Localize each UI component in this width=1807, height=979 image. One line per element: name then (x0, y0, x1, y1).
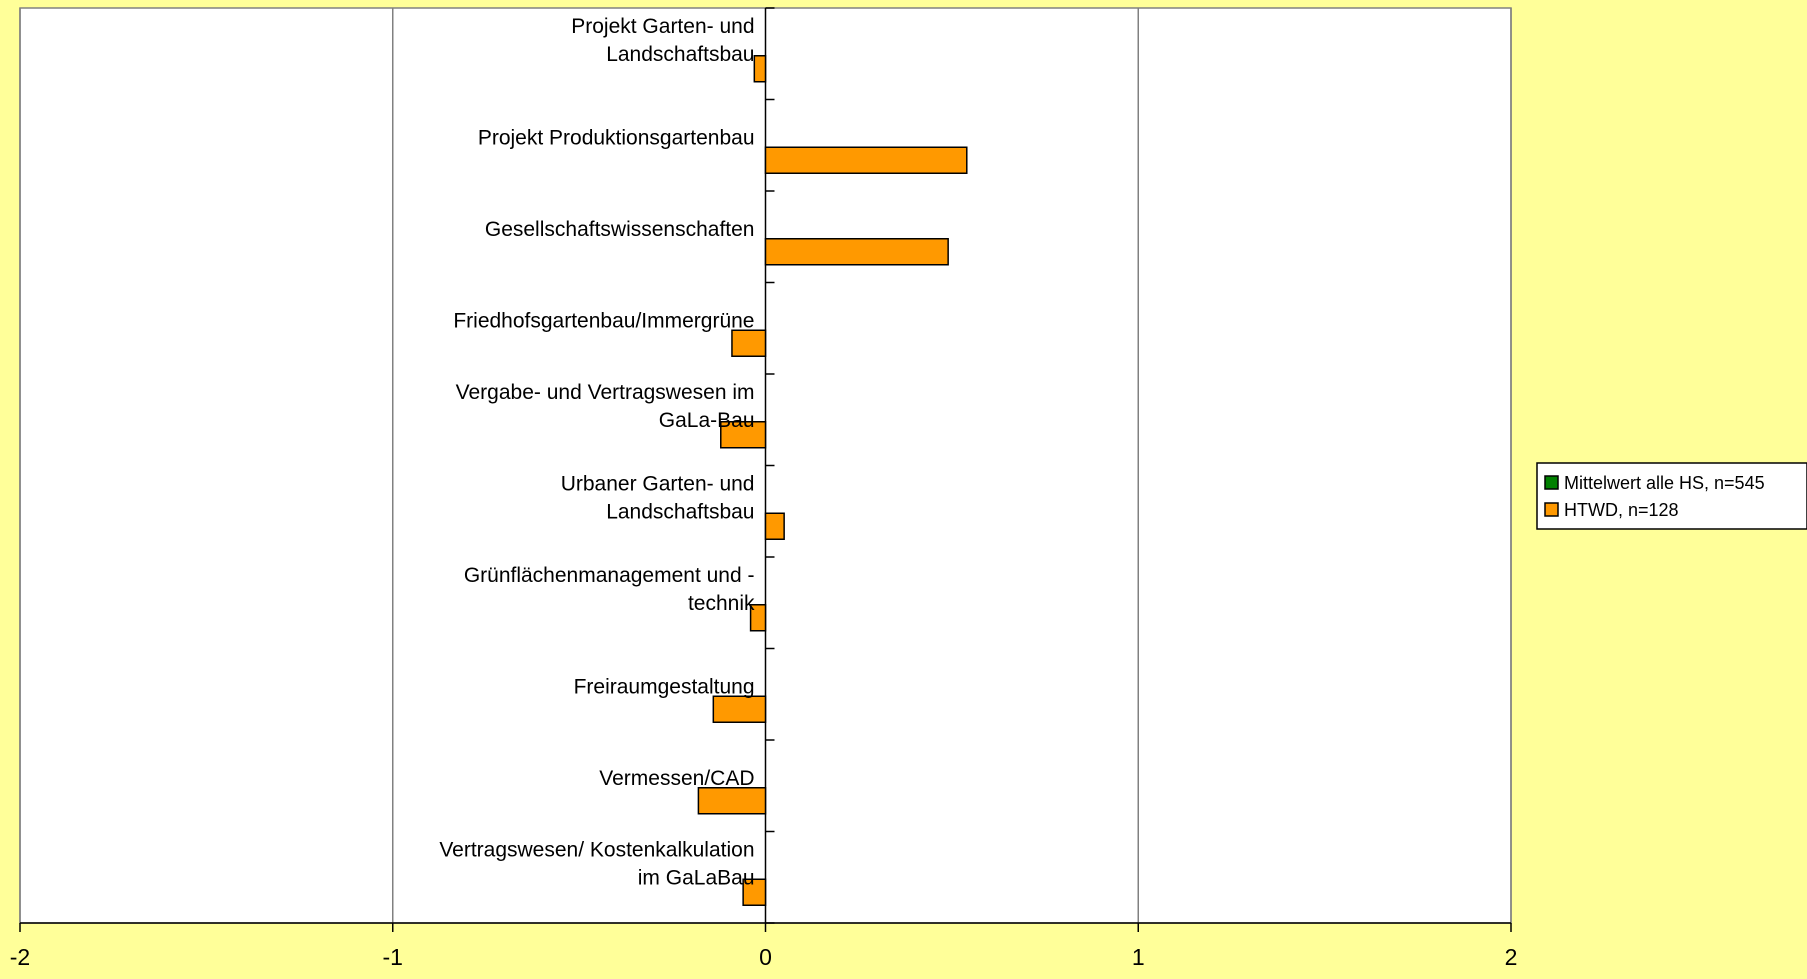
category-label: Vertragswesen/ Kostenkalkulation im GaLaB… (439, 838, 754, 889)
category-labels: Projekt Garten- undLandschaftsbauProjekt… (439, 15, 755, 890)
category-label: Freiraumgestaltung (574, 675, 755, 698)
category-label-line: Friedhofsgartenbau/Immergrüne (453, 309, 754, 332)
category-label: Projekt Garten- und Landschaftsbau (571, 15, 754, 66)
legend-box (1536, 462, 1807, 530)
category-label-line: Projekt Garten- und (571, 15, 754, 38)
category-label-line: Projekt Produktionsgartenbau (478, 126, 755, 149)
category-label-line: Freiraumgestaltung (574, 675, 755, 698)
legend-label: Mittelwert alle HS, n=545 (1564, 473, 1765, 493)
x-tick-labels: -2 -1 0 1 2 (10, 944, 1518, 970)
legend-swatch (1544, 475, 1559, 490)
bar (697, 787, 767, 815)
category-label: Vergabe- und Vertragswesen im GaLa-Bau (456, 381, 755, 432)
legend-label: HTWD, n=128 (1564, 500, 1679, 520)
bar (712, 695, 767, 723)
bar (742, 878, 767, 906)
x-tick-label: -1 (383, 944, 403, 970)
category-label-line: Vertragswesen/ Kostenkalkulation (439, 838, 754, 861)
bar (753, 55, 767, 83)
category-label: Friedhofsgartenbau/Immergrüne (453, 309, 754, 332)
category-label: Gesellschaftswissenschaften (485, 218, 755, 241)
category-label-line: Vergabe- und Vertragswesen im (456, 381, 755, 404)
gridlines (19, 8, 1512, 923)
category-label-line: technik (688, 592, 755, 615)
category-label-line: im GaLaBau (638, 866, 755, 889)
x-tick-label: -2 (10, 944, 30, 970)
x-tick-label: 0 (759, 944, 772, 970)
category-label: Grünflächenmanagement und - technik (464, 564, 755, 615)
category-label: Vermessen/CAD (599, 767, 754, 790)
category-label-line: Landschaftsbau (606, 43, 754, 66)
category-label-line: Grünflächenmanagement und - (464, 564, 755, 587)
category-label-line: GaLa-Bau (659, 409, 755, 432)
category-label-line: Landschaftsbau (606, 500, 754, 523)
category-label: Projekt Produktionsgartenbau (478, 126, 755, 149)
category-label-line: Vermessen/CAD (599, 767, 754, 790)
legend-swatch (1544, 502, 1559, 517)
x-tick-label: 1 (1132, 944, 1145, 970)
legend: Mittelwert alle HS, n=545 HTWD, n=128 (1536, 462, 1807, 530)
bars (697, 55, 968, 906)
category-label: Urbaner Garten- und Landschaftsbau (561, 472, 755, 523)
bar (749, 604, 767, 632)
bar (764, 146, 968, 174)
bar (764, 238, 949, 266)
bar (731, 329, 767, 357)
bar (764, 512, 785, 540)
category-label-line: Gesellschaftswissenschaften (485, 218, 755, 241)
category-label-line: Urbaner Garten- und (561, 472, 755, 495)
x-tick-label: 2 (1505, 944, 1518, 970)
bar (720, 421, 767, 449)
